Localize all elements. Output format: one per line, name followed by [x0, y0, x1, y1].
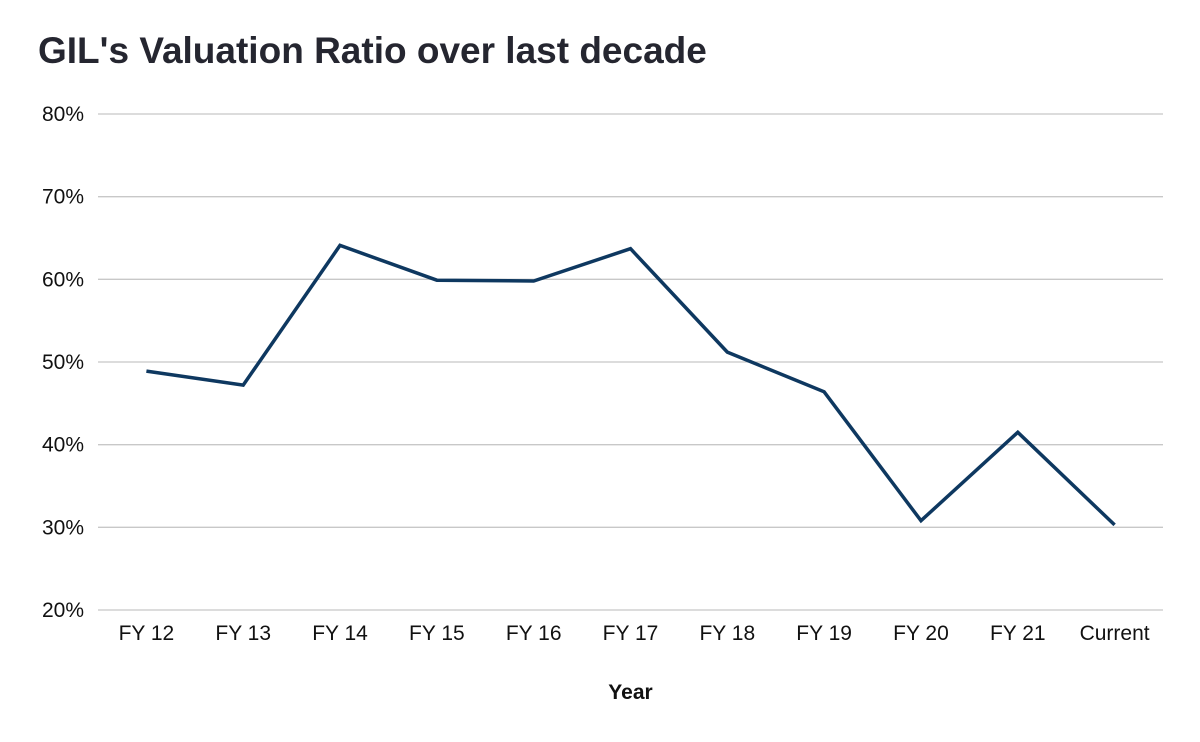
y-tick-label: 30% — [42, 516, 84, 539]
series-line-0 — [146, 243, 1116, 527]
x-tick-label: FY 19 — [796, 622, 852, 645]
x-tick-label: FY 20 — [893, 622, 949, 645]
y-tick-label: 20% — [42, 599, 84, 622]
y-tick-label: 70% — [42, 186, 84, 209]
x-tick-label: FY 12 — [119, 622, 175, 645]
gridlines — [98, 113, 1163, 611]
x-tick-label: FY 17 — [603, 622, 659, 645]
y-tick-label: 40% — [42, 434, 84, 457]
x-axis-title: Year — [608, 681, 652, 704]
x-tick-label: FY 14 — [312, 622, 368, 645]
y-tick-label: 80% — [42, 103, 84, 126]
x-axis-ticks: FY 12 FY 13 FY 14 FY 15 FY 16 FY 17 FY 18 FY 19… — [119, 622, 1150, 645]
series-layer — [146, 243, 1116, 527]
x-tick-label: FY 16 — [506, 622, 562, 645]
y-axis-ticks: 20% 30% 40% 50% 60% 70% 80% — [42, 103, 84, 622]
x-tick-label: FY 15 — [409, 622, 465, 645]
x-tick-label: FY 13 — [215, 622, 271, 645]
x-tick-label: FY 18 — [699, 622, 755, 645]
x-tick-label: Current — [1080, 622, 1150, 645]
y-tick-label: 60% — [42, 268, 84, 291]
x-tick-label: FY 21 — [990, 622, 1046, 645]
y-tick-label: 50% — [42, 351, 84, 374]
chart-title: GIL's Valuation Ratio over last decade — [38, 30, 707, 71]
